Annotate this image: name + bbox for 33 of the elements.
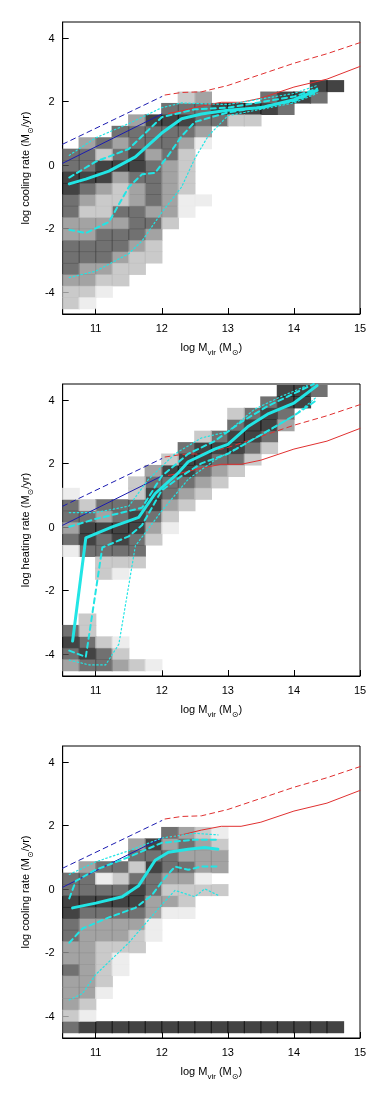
x-tick-label: 12 [155,321,168,334]
y-tick-label: 4 [48,755,55,768]
x-tick-label: 12 [155,683,168,696]
y-axis-title: log cooling rate (M⊙/yr) [19,835,35,949]
x-tick-label: 11 [90,683,102,696]
y-tick-label: -2 [44,946,55,959]
x-tick-label: 13 [221,683,234,696]
y-axis-title: log heating rate (M⊙/yr) [19,472,35,588]
y-tick-label: 0 [48,158,55,171]
y-tick-label: 2 [48,457,55,470]
x-tick-label: 14 [287,321,301,334]
y-tick-label: -4 [44,285,55,298]
x-tick-label: 13 [221,321,234,334]
y-tick-label: 0 [48,520,55,533]
y-tick-label: -2 [44,222,55,235]
x-tick-label: 11 [90,1045,102,1058]
y-tick-label: 2 [48,819,55,832]
y-tick-label: -4 [44,647,55,660]
y-tick-label: 2 [48,95,55,108]
y-tick-label: 4 [48,31,55,44]
y-axis-title: log cooling rate (M⊙/yr) [19,111,35,225]
x-tick-label: 12 [155,1045,168,1058]
x-tick-label: 11 [90,321,102,334]
x-tick-label: 14 [287,1045,301,1058]
y-tick-label: 4 [48,393,55,406]
x-tick-label: 15 [353,321,367,334]
x-tick-label: 13 [221,1045,234,1058]
x-tick-label: 15 [353,683,367,696]
y-tick-label: 0 [48,882,55,895]
x-tick-label: 15 [353,1045,367,1058]
y-tick-label: -4 [44,1009,55,1022]
x-tick-label: 14 [287,683,301,696]
y-tick-label: -2 [44,584,55,597]
